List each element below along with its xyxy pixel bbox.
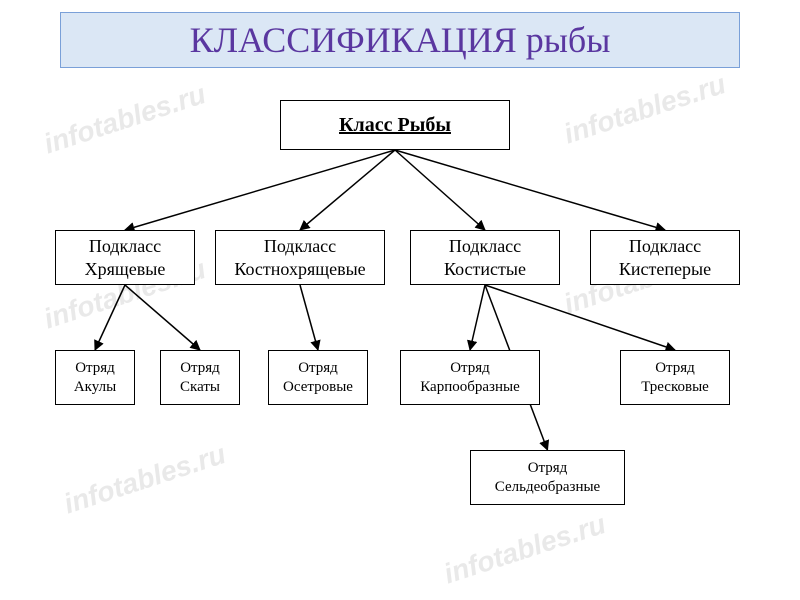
node-o4: ОтрядКарпообразные (400, 350, 540, 405)
node-o3: ОтрядОсетровые (268, 350, 368, 405)
node-line: Подкласс (629, 235, 701, 258)
node-line: Подкласс (264, 235, 336, 258)
node-line: Акулы (74, 378, 116, 397)
node-o6: ОтрядСельдеобразные (470, 450, 625, 505)
node-line: Отряд (75, 359, 115, 378)
edge-root-sc3 (395, 150, 485, 230)
node-line: Сельдеобразные (495, 478, 600, 497)
node-line: Осетровые (283, 378, 353, 397)
edge-root-sc4 (395, 150, 665, 230)
node-line: Тресковые (641, 378, 709, 397)
watermark: infotables.ru (560, 68, 730, 150)
edge-sc3-o5 (485, 285, 675, 350)
page-title-text: КЛАССИФИКАЦИЯ рыбы (190, 19, 611, 61)
watermark: infotables.ru (40, 78, 210, 160)
edge-sc3-o4 (470, 285, 485, 350)
node-sc2: ПодклассКостнохрящевые (215, 230, 385, 285)
node-o5: ОтрядТресковые (620, 350, 730, 405)
edge-sc1-o1 (95, 285, 125, 350)
watermark: infotables.ru (440, 508, 610, 590)
node-line: Костнохрящевые (234, 258, 365, 281)
node-line: Подкласс (449, 235, 521, 258)
edge-sc2-o3 (300, 285, 318, 350)
node-line: Отряд (180, 359, 220, 378)
node-o1: ОтрядАкулы (55, 350, 135, 405)
node-line: Отряд (655, 359, 695, 378)
node-line: Класс Рыбы (339, 113, 451, 138)
edge-root-sc2 (300, 150, 395, 230)
watermark: infotables.ru (60, 438, 230, 520)
node-sc4: ПодклассКистеперые (590, 230, 740, 285)
edges-layer (0, 0, 800, 600)
node-line: Отряд (450, 359, 490, 378)
node-sc1: ПодклассХрящевые (55, 230, 195, 285)
node-sc3: ПодклассКостистые (410, 230, 560, 285)
node-o2: ОтрядСкаты (160, 350, 240, 405)
node-line: Скаты (180, 378, 220, 397)
node-line: Хрящевые (85, 258, 166, 281)
edge-root-sc1 (125, 150, 395, 230)
node-line: Отряд (298, 359, 338, 378)
node-line: Кистеперые (619, 258, 711, 281)
node-line: Подкласс (89, 235, 161, 258)
node-line: Карпообразные (420, 378, 519, 397)
page-title: КЛАССИФИКАЦИЯ рыбы (60, 12, 740, 68)
edge-sc1-o2 (125, 285, 200, 350)
node-root: Класс Рыбы (280, 100, 510, 150)
node-line: Костистые (444, 258, 526, 281)
node-line: Отряд (528, 459, 568, 478)
